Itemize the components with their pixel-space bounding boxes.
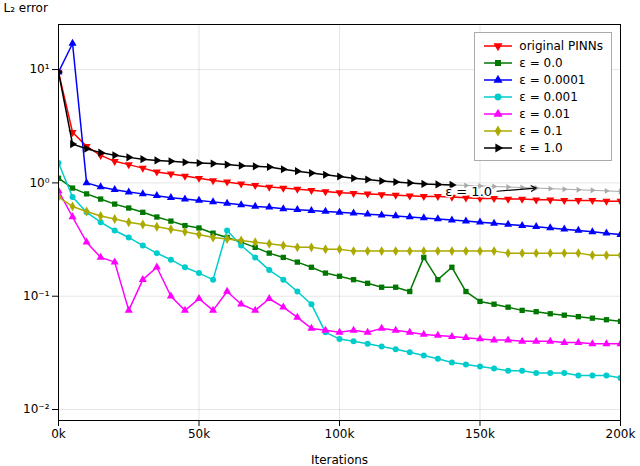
html-text:ε = 0.0001: ε = 0.0001 (519, 72, 586, 87)
svg-text:200k: 200k (606, 427, 636, 441)
svg-text:150k: 150k (465, 427, 495, 441)
svg-text:10⁰: 10⁰ (29, 176, 49, 190)
svg-text:Iterations: Iterations (311, 453, 368, 466)
html-text:ε = 1.0: ε = 1.0 (519, 140, 563, 155)
html-text:ε = 0.001: ε = 0.001 (519, 89, 578, 104)
svg-text:L₂ error: L₂ error (4, 1, 48, 15)
html-text:original PINNs: original PINNs (519, 38, 603, 53)
svg-text:10¹: 10¹ (29, 62, 49, 76)
html-text:ε = 0.0: ε = 0.0 (519, 55, 563, 70)
html-text:ε = 0.01: ε = 0.01 (519, 106, 571, 121)
svg-text:100k: 100k (325, 427, 355, 441)
svg-text:50k: 50k (188, 427, 210, 441)
svg-text:10⁻¹: 10⁻¹ (23, 289, 50, 303)
html-text:ε = 0.1: ε = 0.1 (519, 123, 563, 138)
svg-text:10⁻²: 10⁻² (23, 402, 50, 416)
svg-text:0k: 0k (51, 427, 66, 441)
svg-text:ε = 1.0: ε = 1.0 (445, 184, 492, 199)
